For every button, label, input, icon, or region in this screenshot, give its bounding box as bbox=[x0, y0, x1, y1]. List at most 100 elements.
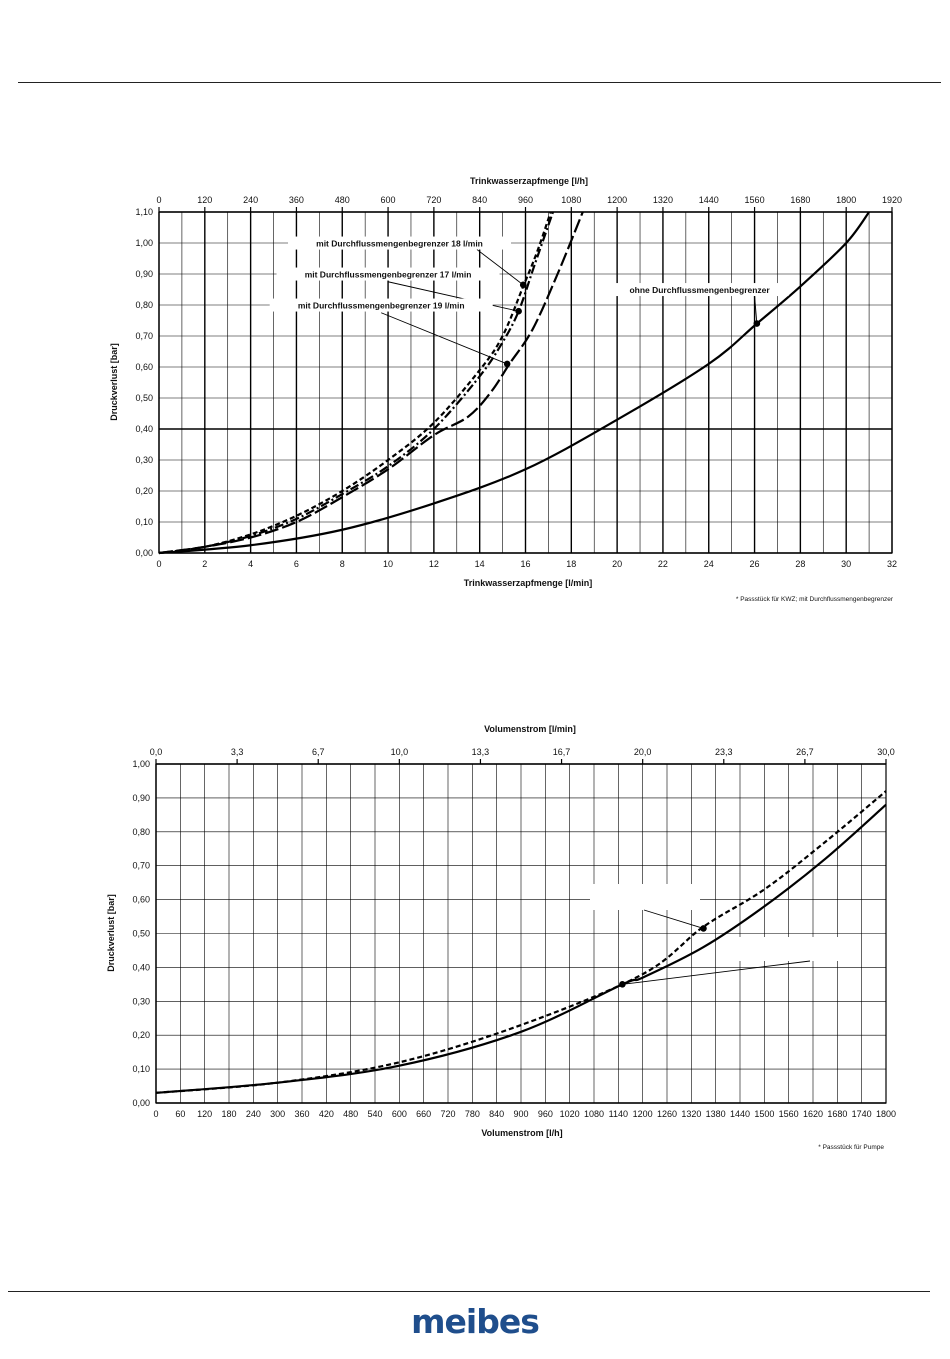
chart2-x-tick-label: 840 bbox=[489, 1109, 504, 1119]
chart1-x-tick-label: 18 bbox=[566, 559, 576, 569]
chart1-x2-tick-label: 480 bbox=[335, 195, 350, 205]
chart2-x2-tick-label: 26,7 bbox=[796, 747, 814, 757]
chart2-x2-tick-label: 23,3 bbox=[715, 747, 733, 757]
chart2-x-tick-label: 420 bbox=[319, 1109, 334, 1119]
chart2-x-tick-label: 1140 bbox=[609, 1109, 628, 1119]
chart2-y-tick-label: 0,20 bbox=[132, 1030, 150, 1040]
chart2-x-tick-label: 1500 bbox=[754, 1109, 774, 1119]
chart2-leader-line-2 bbox=[622, 960, 811, 985]
chart2-y-tick-label: 0,10 bbox=[132, 1064, 150, 1074]
chart1-x2-tick-label: 720 bbox=[426, 195, 441, 205]
chart1-x-ticks: 0 2 4 6 8 10 12 14 16 18 20 22 24 26 28 30 32 bbox=[156, 559, 897, 569]
chart2-x2-tick-label: 3,3 bbox=[231, 747, 244, 757]
chart1-label-bg-4 bbox=[610, 283, 789, 297]
chart2-y-tick-label: 0,50 bbox=[132, 929, 150, 939]
chart2-label-box-2 bbox=[727, 937, 847, 961]
chart1-x-tick-label: 20 bbox=[612, 559, 622, 569]
chart2-y-tick-label: 0,30 bbox=[132, 996, 150, 1006]
chart1-y-tick-label: 0,30 bbox=[135, 455, 153, 465]
chart2-annotations-group bbox=[590, 884, 847, 988]
chart1-series-line-1 bbox=[158, 211, 552, 555]
chart2-x-tick-label: 660 bbox=[416, 1109, 431, 1119]
chart2-x2-label: Volumenstrom [l/min] bbox=[484, 724, 576, 734]
chart1-x-tick-label: 16 bbox=[520, 559, 530, 569]
chart2-y-tick-label: 0,00 bbox=[132, 1098, 150, 1108]
chart1-x-tick-label: 12 bbox=[429, 559, 439, 569]
chart2-plot-frame bbox=[155, 763, 887, 1104]
chart1-annotations-group: mit Durchflussmengenbegrenzer 18 l/min mi… bbox=[269, 236, 789, 368]
chart1-x2-tick-label: 1680 bbox=[790, 195, 810, 205]
chart1-label-bg-2 bbox=[276, 267, 500, 281]
chart1-vertical-grid bbox=[158, 212, 893, 553]
chart2-x-tick-label: 1560 bbox=[779, 1109, 799, 1119]
chart2-x-tick-label: 180 bbox=[221, 1109, 236, 1119]
chart1-leader-line-1 bbox=[476, 249, 524, 286]
chart1-x-tick-label: 8 bbox=[340, 559, 345, 569]
chart1-y-tick-label: 0,80 bbox=[135, 300, 153, 310]
chart2-y-ticks: 0,00 0,10 0,20 0,30 0,40 0,50 0,60 0,70 0,80 0,90… bbox=[132, 759, 150, 1108]
chart2-y-tick-label: 1,00 bbox=[132, 759, 150, 769]
chart1-x-tick-label: 32 bbox=[887, 559, 897, 569]
chart2-x-tick-label: 1020 bbox=[560, 1109, 580, 1119]
chart1-label-bg-1 bbox=[288, 236, 512, 250]
chart1-y-ticks: 0,00 0,10 0,20 0,30 0,40 0,50 0,60 0,70 0,80 0,90… bbox=[135, 207, 153, 558]
chart2-y-tick-label: 0,80 bbox=[132, 827, 150, 837]
chart2-x-tick-label: 1440 bbox=[730, 1109, 750, 1119]
chart1-y-tick-label: 0,90 bbox=[135, 269, 153, 279]
chart2-x-tick-label: 900 bbox=[513, 1109, 528, 1119]
chart1-x2-tick-label: 1440 bbox=[699, 195, 719, 205]
chart2-y-label: Druckverlust [bar] bbox=[106, 894, 116, 972]
chart1-series-line-3 bbox=[158, 211, 584, 555]
chart1-y-tick-label: 0,60 bbox=[135, 362, 153, 372]
chart1-footnote: * Passstück für KWZ; mit Durchflussmenge… bbox=[736, 596, 894, 603]
chart1-x2-tick-label: 1920 bbox=[882, 195, 902, 205]
chart2-x-tick-label: 480 bbox=[343, 1109, 358, 1119]
chart2-y-tick-label: 0,60 bbox=[132, 895, 150, 905]
chart1-x-tick-label: 2 bbox=[202, 559, 207, 569]
chart2-x-tick-label: 1620 bbox=[803, 1109, 823, 1119]
chart2-x-tick-label: 960 bbox=[538, 1109, 553, 1119]
chart2-x-tick-label: 300 bbox=[270, 1109, 285, 1119]
chart2-x2-tick-label: 0,0 bbox=[150, 747, 163, 757]
chart1-y-tick-label: 1,00 bbox=[135, 238, 153, 248]
chart2-x-tick-label: 240 bbox=[246, 1109, 261, 1119]
chart1-x2-tick-label: 120 bbox=[197, 195, 212, 205]
chart1-y-tick-label: 0,20 bbox=[135, 486, 153, 496]
chart-volumenstrom: Volumenstrom [l/min] 0 60 120 180 240 300 360 4… bbox=[106, 724, 896, 1151]
chart1-series-label-3: mit Durchflussmengenbegrenzer 19 l/min bbox=[298, 301, 465, 311]
chart2-x-tick-label: 120 bbox=[197, 1109, 212, 1119]
chart1-x2-tick-label: 600 bbox=[381, 195, 396, 205]
chart2-x-label: Volumenstrom [l/h] bbox=[481, 1128, 562, 1138]
chart1-x-tick-label: 24 bbox=[704, 559, 714, 569]
chart2-x2-tick-label: 10,0 bbox=[391, 747, 409, 757]
chart1-series-line-2 bbox=[158, 211, 555, 555]
chart2-leader-line-1 bbox=[643, 909, 704, 929]
chart1-y-tick-label: 0,40 bbox=[135, 424, 153, 434]
chart1-x-tick-label: 14 bbox=[475, 559, 485, 569]
chart1-series-label-2: mit Durchflussmengenbegrenzer 17 l/min bbox=[305, 270, 472, 280]
chart2-x-ticks: 0 60 120 180 240 300 360 420 480 540 600 660 720 780 8… bbox=[153, 1109, 896, 1119]
chart1-x-tick-label: 6 bbox=[294, 559, 299, 569]
chart1-x2-tick-label: 1200 bbox=[607, 195, 627, 205]
chart1-series-label-4: ohne Durchflussmengenbegrenzer bbox=[629, 285, 770, 295]
chart1-x2-tick-label: 240 bbox=[243, 195, 258, 205]
chart1-x2-tick-label: 1080 bbox=[561, 195, 581, 205]
chart1-label-bg-3 bbox=[269, 298, 493, 312]
chart1-x-tick-label: 30 bbox=[841, 559, 851, 569]
chart2-x2-ticks: 0,0 3,3 6,7 10,0 13,3 16,7 20,0 23,3 26,7 30,0 bbox=[150, 747, 895, 764]
chart2-x-tick-label: 1380 bbox=[706, 1109, 726, 1119]
chart1-x-label: Trinkwasserzapfmenge [l/min] bbox=[464, 578, 593, 588]
chart1-x2-tick-label: 0 bbox=[156, 195, 161, 205]
chart2-x-tick-label: 60 bbox=[175, 1109, 185, 1119]
chart1-x2-label: Trinkwasserzapfmenge [l/h] bbox=[470, 176, 588, 186]
chart1-leader-line-3 bbox=[381, 312, 508, 365]
chart2-x-tick-label: 1200 bbox=[633, 1109, 653, 1119]
chart2-y-tick-label: 0,70 bbox=[132, 861, 150, 871]
chart1-y-tick-label: 0,50 bbox=[135, 393, 153, 403]
chart1-y-tick-label: 0,00 bbox=[135, 548, 153, 558]
chart1-series-marker-2 bbox=[515, 307, 522, 315]
chart1-y-tick-label: 1,10 bbox=[135, 207, 153, 217]
chart2-x-tick-label: 600 bbox=[392, 1109, 407, 1119]
chart1-y-tick-label: 0,70 bbox=[135, 331, 153, 341]
chart1-series-line-4 bbox=[158, 211, 870, 555]
